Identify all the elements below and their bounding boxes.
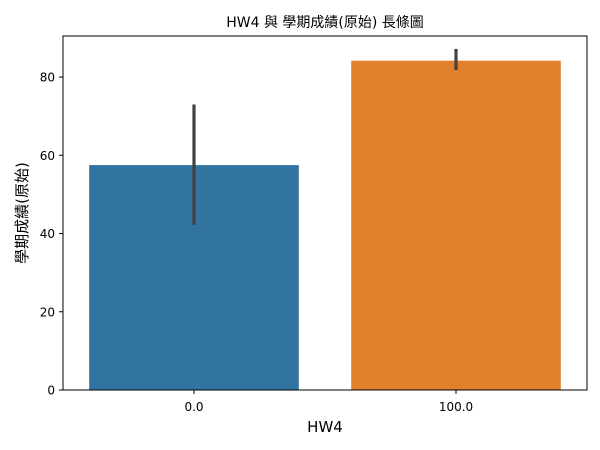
y-tick-label: 80 <box>40 71 55 85</box>
plot-area: 0.0 100.0 0 20 40 60 80 <box>40 35 588 414</box>
y-axis-label: 學期成績(原始) <box>13 162 31 264</box>
x-tick-label: 0.0 <box>184 400 203 414</box>
y-tick-label: 0 <box>47 384 55 398</box>
y-tick-label: 20 <box>40 305 55 319</box>
bar <box>351 60 561 390</box>
y-tick-label: 40 <box>40 227 55 241</box>
y-tick-label: 60 <box>40 149 55 163</box>
chart-title: HW4 與 學期成績(原始) 長條圖 <box>226 15 424 31</box>
x-tick-label: 100.0 <box>439 400 473 414</box>
axes-frame <box>62 35 588 391</box>
x-axis-label: HW4 <box>307 418 343 436</box>
